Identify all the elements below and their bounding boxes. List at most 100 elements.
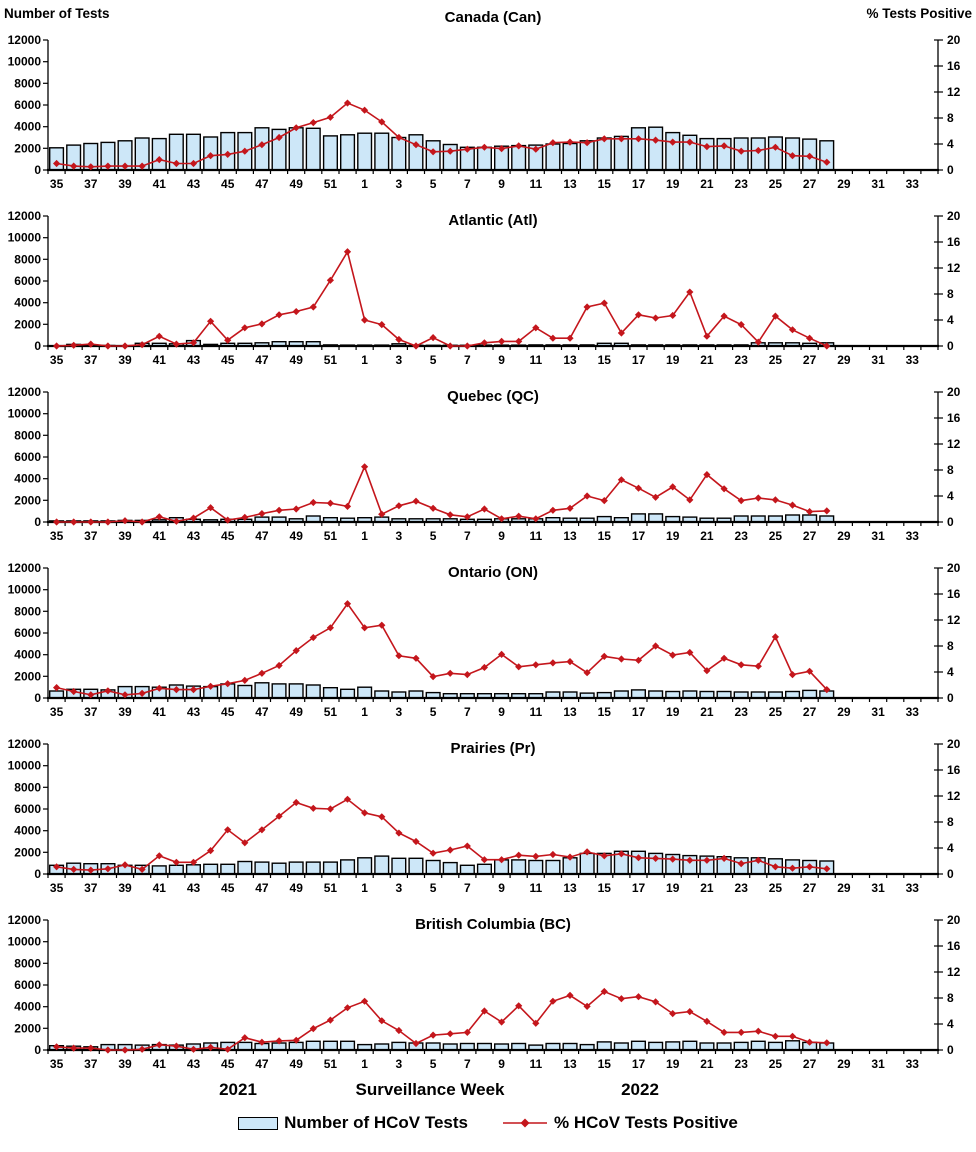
diamond-marker — [532, 324, 540, 332]
diamond-marker — [53, 159, 61, 168]
x-tick-label: 25 — [769, 881, 783, 895]
positivity-line — [56, 798, 827, 871]
diamond-marker — [515, 142, 523, 150]
x-tick-label: 27 — [803, 529, 817, 543]
diamond-marker — [600, 652, 608, 660]
bar — [151, 865, 167, 875]
x-tick-label: 11 — [529, 1057, 542, 1071]
bar — [357, 686, 373, 699]
x-tick-label: 43 — [187, 881, 201, 895]
y-left-tick-label: 12000 — [8, 209, 42, 223]
bar — [511, 859, 527, 875]
y-left-tick-label: 2000 — [14, 669, 41, 683]
diamond-marker — [104, 518, 112, 526]
x-tick-label: 41 — [153, 1057, 167, 1071]
x-tick-label: 13 — [563, 1057, 577, 1071]
diamond-marker — [806, 863, 814, 871]
diamond-marker — [172, 1042, 180, 1050]
diamond-marker — [788, 326, 797, 334]
diamond-marker — [652, 136, 660, 144]
y-right-tick-label: 8 — [947, 111, 954, 125]
x-tick-label: 41 — [153, 881, 167, 895]
x-tick-label: 47 — [255, 177, 269, 191]
diamond-marker — [532, 661, 540, 669]
diamond-marker — [326, 276, 334, 284]
bar — [322, 135, 339, 171]
x-tick-label: 3 — [396, 881, 403, 895]
diamond-marker — [515, 512, 523, 520]
x-tick-label: 9 — [498, 705, 505, 719]
x-tick-label: 19 — [666, 1057, 680, 1071]
bar — [185, 864, 202, 875]
diamond-marker — [617, 476, 625, 484]
diamond-marker — [737, 661, 745, 669]
x-tick-label: 7 — [464, 529, 471, 543]
diamond-marker — [634, 135, 643, 143]
bar — [596, 1041, 612, 1051]
x-tick-label: 49 — [290, 705, 304, 719]
diamond-marker — [515, 663, 523, 671]
diamond-marker — [395, 133, 403, 142]
diamond-marker — [70, 162, 78, 170]
diamond-marker — [532, 852, 540, 860]
diamond-marker — [806, 667, 814, 675]
x-tick-label: 17 — [632, 177, 646, 191]
y-right-tick-label: 4 — [947, 841, 954, 855]
bar — [288, 683, 304, 699]
x-tick-label: 1 — [361, 177, 368, 191]
diamond-marker — [309, 634, 317, 642]
y-left-tick-label: 8000 — [14, 780, 41, 794]
bars-series — [49, 850, 835, 875]
y-left-tick-label: 8000 — [14, 428, 41, 442]
x-tick-label: 51 — [324, 529, 338, 543]
y-left-tick-label: 4000 — [14, 472, 41, 486]
x-tick-label: 15 — [598, 705, 612, 719]
x-axis: 35 37 39 41 43 45 47 49 51 1 3 5 7 9 11 13 15 17 19 21 23 25 2… — [47, 696, 939, 719]
bar — [425, 859, 441, 875]
bar — [305, 684, 321, 699]
diamond-marker — [549, 659, 557, 667]
legend-item-tests: Number of HCoV Tests — [238, 1113, 468, 1133]
bar — [665, 1041, 681, 1051]
bar — [288, 127, 304, 171]
x-tick-label: 11 — [529, 177, 542, 191]
y-right-tick-label: 16 — [947, 763, 961, 777]
right-axis: 0 4 8 12 16 20 — [934, 385, 961, 529]
diamond-marker — [532, 515, 540, 523]
diamond-marker — [224, 1045, 232, 1053]
diamond-marker — [823, 158, 831, 166]
diamond-marker — [258, 510, 266, 518]
bar — [630, 513, 646, 523]
diamond-marker — [720, 485, 728, 493]
y-right-tick-label: 16 — [947, 939, 961, 953]
bar — [254, 127, 270, 171]
diamond-marker — [241, 839, 249, 847]
panel-ontario-on: 35 37 39 41 43 45 47 49 51 1 3 5 7 9 11 13 15 17 19 21 23 25 2… — [0, 548, 976, 724]
x-tick-label: 25 — [769, 1057, 783, 1071]
left-axis: 0 2000 4000 6000 8000 10000 12000 — [8, 385, 49, 529]
y-right-tick-label: 12 — [947, 613, 961, 627]
x-tick-label: 31 — [871, 529, 885, 543]
y-right-tick-label: 12 — [947, 789, 961, 803]
y-right-tick-label: 12 — [947, 965, 961, 979]
diamond-marker — [463, 1028, 471, 1036]
x-tick-label: 45 — [221, 529, 235, 543]
diamond-marker — [498, 515, 506, 523]
y-right-tick-label: 0 — [947, 339, 954, 353]
diamond-marker — [378, 510, 386, 518]
y-right-tick-label: 20 — [947, 913, 961, 927]
x-tick-label: 17 — [632, 1057, 646, 1071]
diamond-marker — [224, 336, 232, 344]
x-tick-label: 17 — [632, 881, 646, 895]
diamond-marker — [686, 288, 694, 296]
bar — [391, 1041, 407, 1051]
y-left-tick-label: 8000 — [14, 956, 41, 970]
x-tick-label: 39 — [118, 353, 132, 367]
diamond-marker — [737, 1028, 745, 1036]
x-tick-label: 33 — [906, 705, 920, 719]
x-tick-label: 41 — [153, 177, 167, 191]
x-tick-label: 11 — [529, 881, 542, 895]
x-tick-label: 29 — [837, 353, 851, 367]
x-tick-label: 45 — [221, 881, 235, 895]
x-tick-label: 19 — [666, 177, 680, 191]
